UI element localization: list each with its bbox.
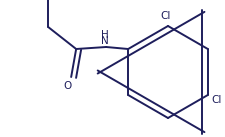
Text: H: H [101, 30, 108, 40]
Text: Cl: Cl [211, 95, 221, 105]
Text: N: N [101, 36, 108, 46]
Text: O: O [63, 81, 71, 91]
Text: Cl: Cl [160, 11, 170, 21]
